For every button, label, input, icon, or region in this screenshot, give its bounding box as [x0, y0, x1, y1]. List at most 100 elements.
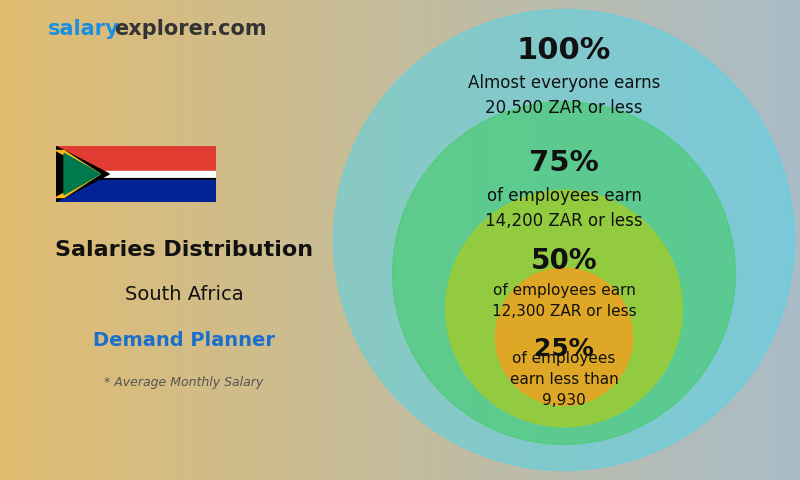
Bar: [636, 0, 641, 480]
Bar: [580, 0, 585, 480]
Bar: [768, 0, 773, 480]
Bar: [380, 0, 385, 480]
Bar: [384, 0, 389, 480]
Bar: [108, 0, 113, 480]
Bar: [368, 0, 373, 480]
Bar: [296, 0, 301, 480]
Bar: [28, 0, 33, 480]
Bar: [24, 0, 29, 480]
Bar: [360, 0, 365, 480]
Bar: [148, 0, 153, 480]
Bar: [344, 0, 349, 480]
Bar: [348, 0, 353, 480]
Bar: [140, 0, 145, 480]
Bar: [584, 0, 589, 480]
Bar: [56, 0, 61, 480]
Bar: [40, 0, 45, 480]
Bar: [256, 0, 261, 480]
Bar: [684, 0, 689, 480]
Bar: [100, 0, 105, 480]
Bar: [740, 0, 745, 480]
Bar: [776, 0, 781, 480]
Bar: [240, 0, 245, 480]
Bar: [608, 0, 613, 480]
Text: * Average Monthly Salary: * Average Monthly Salary: [104, 376, 264, 389]
Bar: [44, 0, 49, 480]
Bar: [448, 0, 453, 480]
Bar: [652, 0, 657, 480]
Bar: [772, 0, 777, 480]
Bar: [452, 0, 457, 480]
Bar: [56, 180, 216, 202]
Bar: [604, 0, 609, 480]
Circle shape: [393, 102, 735, 444]
Bar: [272, 0, 277, 480]
Bar: [264, 0, 269, 480]
Bar: [708, 0, 713, 480]
Bar: [628, 0, 633, 480]
Bar: [500, 0, 505, 480]
Bar: [632, 0, 637, 480]
Bar: [732, 0, 737, 480]
Bar: [188, 0, 193, 480]
Bar: [536, 0, 541, 480]
Bar: [456, 0, 461, 480]
Bar: [228, 0, 233, 480]
Text: 75%: 75%: [529, 149, 599, 177]
Bar: [284, 0, 289, 480]
Bar: [56, 171, 216, 178]
Bar: [716, 0, 721, 480]
Bar: [588, 0, 593, 480]
Bar: [260, 0, 265, 480]
Bar: [692, 0, 697, 480]
Bar: [300, 0, 305, 480]
Bar: [180, 0, 185, 480]
Bar: [788, 0, 793, 480]
Bar: [544, 0, 549, 480]
Bar: [592, 0, 597, 480]
Bar: [540, 0, 545, 480]
Bar: [548, 0, 553, 480]
Bar: [136, 0, 141, 480]
Bar: [112, 0, 117, 480]
Bar: [336, 0, 341, 480]
Bar: [84, 0, 89, 480]
Bar: [756, 0, 761, 480]
Bar: [528, 0, 533, 480]
Bar: [288, 0, 293, 480]
Bar: [96, 0, 101, 480]
Bar: [572, 0, 577, 480]
Bar: [92, 0, 97, 480]
Bar: [76, 0, 81, 480]
Bar: [600, 0, 605, 480]
Polygon shape: [56, 151, 100, 197]
Text: salary: salary: [48, 19, 120, 39]
Bar: [0, 0, 5, 480]
Bar: [248, 0, 253, 480]
Bar: [372, 0, 377, 480]
Bar: [460, 0, 465, 480]
Bar: [504, 0, 509, 480]
Bar: [560, 0, 565, 480]
Bar: [328, 0, 333, 480]
Bar: [508, 0, 513, 480]
Bar: [620, 0, 625, 480]
Bar: [196, 0, 201, 480]
Text: Salaries Distribution: Salaries Distribution: [55, 240, 313, 260]
Bar: [132, 0, 137, 480]
Bar: [12, 0, 17, 480]
Bar: [556, 0, 561, 480]
Bar: [412, 0, 417, 480]
Bar: [120, 0, 125, 480]
Bar: [316, 0, 321, 480]
Bar: [192, 0, 197, 480]
Bar: [484, 0, 489, 480]
Bar: [656, 0, 661, 480]
Bar: [436, 0, 441, 480]
Bar: [644, 0, 649, 480]
Bar: [60, 0, 65, 480]
Bar: [376, 0, 381, 480]
Bar: [564, 0, 569, 480]
Bar: [184, 0, 189, 480]
Bar: [364, 0, 369, 480]
